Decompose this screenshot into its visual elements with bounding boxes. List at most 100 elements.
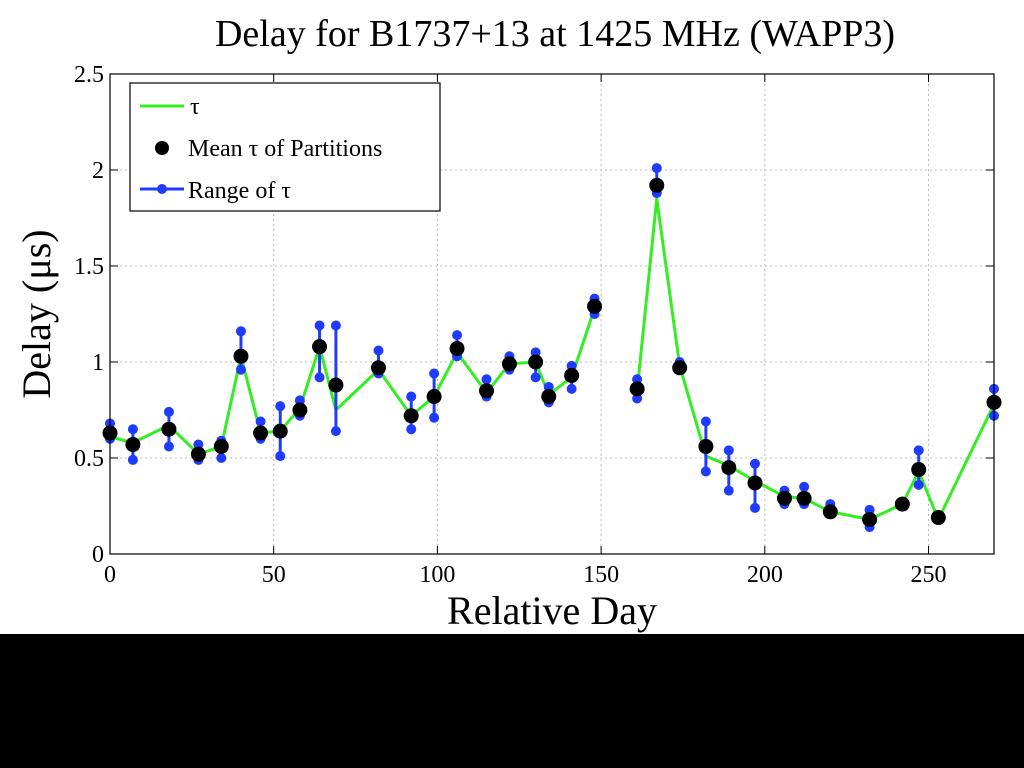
mean-point — [747, 475, 763, 491]
mean-point — [649, 177, 665, 193]
range-high-point — [314, 320, 325, 331]
mean-point — [862, 511, 878, 527]
mean-point — [564, 367, 580, 383]
y-tick-label: 2.5 — [74, 62, 104, 88]
range-high-point — [913, 445, 924, 456]
mean-point — [479, 383, 495, 399]
range-low-point — [632, 393, 643, 404]
range-low-point — [913, 479, 924, 490]
legend-range-label: Range of τ — [188, 178, 291, 204]
range-high-point — [406, 391, 417, 402]
legend: τ Mean τ of Partitions Range of τ — [129, 82, 441, 212]
mean-point — [528, 354, 544, 370]
range-high-point — [543, 381, 554, 392]
range-high-point — [373, 345, 384, 356]
y-tick-label: 1 — [92, 350, 104, 376]
mean-point — [796, 490, 812, 506]
range-low-point — [530, 372, 541, 383]
range-high-point — [799, 481, 810, 492]
mean-point — [426, 389, 442, 405]
range-high-point — [749, 458, 760, 469]
y-tick-label: 1.5 — [74, 254, 104, 280]
mean-point — [776, 490, 792, 506]
range-low-point — [700, 466, 711, 477]
x-tick-label: 50 — [262, 562, 286, 588]
mean-point — [292, 402, 308, 418]
mean-point — [233, 348, 249, 364]
legend-mean-label: Mean τ of Partitions — [188, 136, 382, 162]
range-high-point — [193, 439, 204, 450]
range-low-point — [235, 364, 246, 375]
mean-point — [629, 381, 645, 397]
range-high-point — [481, 374, 492, 385]
mean-point — [125, 437, 141, 453]
range-high-point — [255, 416, 266, 427]
mean-point — [328, 377, 344, 393]
mean-point — [587, 298, 603, 314]
y-tick-label: 0 — [92, 542, 104, 568]
mean-point — [161, 421, 177, 437]
range-low-point — [330, 426, 341, 437]
range-low-point — [127, 454, 138, 465]
x-tick-label: 100 — [419, 562, 455, 588]
mean-point — [894, 496, 910, 512]
mean-point — [272, 423, 288, 439]
range-high-point — [127, 424, 138, 435]
range-high-point — [723, 445, 734, 456]
mean-point — [370, 360, 386, 376]
range-high-point — [275, 401, 286, 412]
mean-point — [930, 510, 946, 526]
bottom-black-band — [0, 634, 1024, 768]
mean-point — [911, 462, 927, 478]
range-high-point — [330, 320, 341, 331]
range-low-point — [163, 441, 174, 452]
x-axis-ticks: 0 50 100 150 200 250 — [104, 74, 947, 588]
x-tick-label: 250 — [911, 562, 947, 588]
range-low-point — [216, 453, 227, 463]
x-tick-label: 200 — [747, 562, 783, 588]
range-low-point — [749, 502, 760, 513]
range-low-point — [566, 383, 577, 394]
range-low-point — [723, 485, 734, 496]
y-tick-label: 0.5 — [74, 446, 104, 472]
range-low-point — [429, 412, 440, 423]
mean-point — [312, 339, 328, 355]
plot-frame — [109, 73, 995, 555]
x-tick-label: 150 — [583, 562, 619, 588]
mean-point — [190, 446, 206, 462]
range-high-point — [235, 326, 246, 337]
range-high-point — [294, 395, 305, 406]
range-low-point — [275, 451, 286, 462]
legend-tau-label: τ — [190, 94, 200, 120]
range-high-point — [700, 416, 711, 427]
mean-point — [822, 504, 838, 520]
range-high-point — [651, 163, 662, 174]
mean-point — [721, 460, 737, 476]
range-low-point — [406, 424, 417, 435]
x-axis-label: Relative Day — [447, 588, 657, 633]
y-tick-label: 2 — [92, 158, 104, 184]
y-axis-ticks: 0 0.5 1 1.5 2 2.5 — [74, 62, 994, 568]
range-high-point — [429, 368, 440, 379]
mean-point — [501, 356, 517, 372]
range-high-point — [163, 406, 174, 417]
chart-title: Delay for B1737+13 at 1425 MHz (WAPP3) — [215, 13, 895, 55]
legend-range-marker — [157, 184, 167, 194]
range-high-point — [452, 330, 463, 341]
mean-point — [213, 438, 229, 454]
y-axis-label: Delay (μs) — [14, 229, 59, 398]
range-low-point — [314, 372, 325, 383]
x-tick-label: 0 — [104, 562, 116, 588]
range-high-point — [864, 504, 875, 515]
mean-point — [403, 408, 419, 424]
mean-point — [541, 389, 557, 405]
tau-line-segment — [635, 197, 996, 521]
range-high-point — [632, 374, 643, 385]
mean-point — [672, 360, 688, 376]
range-high-point — [530, 347, 541, 358]
mean-point — [253, 425, 269, 441]
mean-point — [698, 438, 714, 454]
legend-mean-marker — [155, 141, 169, 155]
range-high-point — [566, 360, 577, 371]
